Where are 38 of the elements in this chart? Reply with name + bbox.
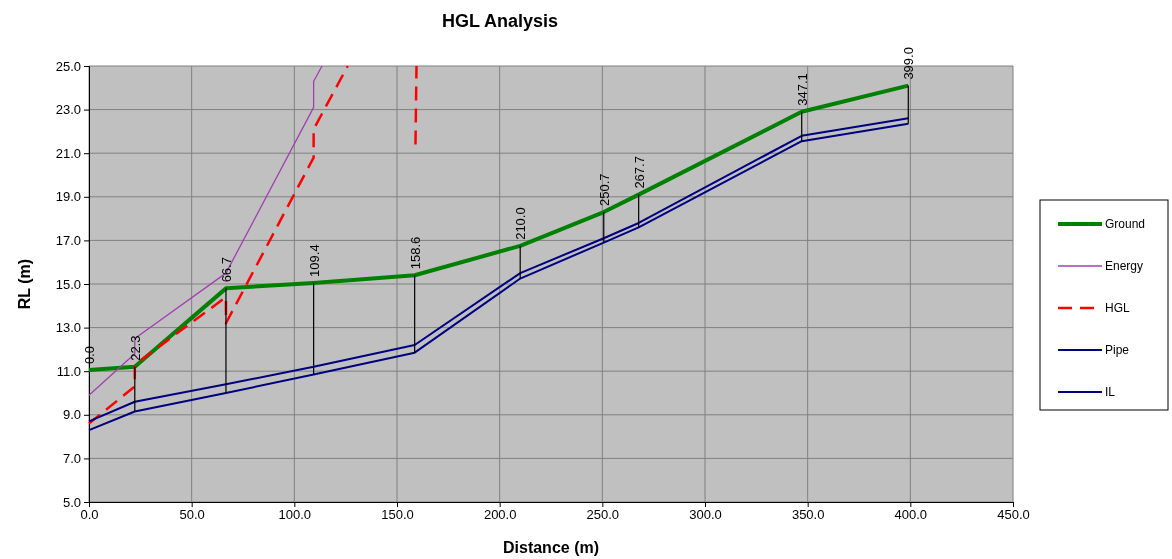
x-tick-label: 450.0 (997, 507, 1030, 523)
x-tick-label: 400.0 (894, 507, 928, 523)
x-tick-label: 0.0 (80, 507, 99, 523)
y-tick-label: 11.0 (56, 363, 81, 379)
y-tick-label: 5.0 (62, 494, 81, 510)
x-tick-label: 100.0 (278, 507, 312, 523)
y-axis-title: RL (m) (16, 258, 33, 310)
x-tick-label: 150.0 (381, 507, 414, 523)
x-tick-label: 300.0 (689, 507, 722, 523)
annotation: 66.7 (218, 257, 234, 283)
x-tick-label: 200.0 (483, 507, 517, 523)
y-tick-label: 23.0 (55, 102, 81, 118)
y-tick-label: 15.0 (55, 276, 81, 292)
annotation: 158.6 (407, 236, 423, 270)
y-tick-label: 13.0 (55, 320, 81, 336)
y-tick-label: 21.0 (55, 145, 81, 161)
x-tick-label: 50.0 (179, 507, 205, 523)
y-tick-label: 7.0 (62, 451, 81, 467)
annotation: 347.1 (794, 73, 810, 106)
annotation: 250.7 (596, 173, 612, 207)
x-tick-label: 350.0 (791, 507, 825, 523)
y-tick-label: 19.0 (55, 189, 81, 205)
legend-label: Energy (1105, 259, 1144, 273)
chart-title: HGL Analysis (441, 11, 559, 31)
legend-label: Ground (1105, 217, 1146, 231)
y-tick-label: 25.0 (55, 58, 81, 74)
annotation: 109.4 (306, 244, 322, 277)
legend-label: IL (1105, 385, 1116, 399)
legend-label: HGL (1105, 301, 1130, 315)
y-tick-label: 17.0 (55, 233, 81, 249)
annotation: 210.0 (513, 207, 529, 240)
annotation: 267.7 (631, 156, 647, 189)
legend-label: Pipe (1105, 343, 1130, 357)
x-axis-title: Distance (m) (502, 539, 600, 556)
annotation: 22.3 (127, 335, 143, 361)
annotation: 399.0 (901, 47, 917, 80)
x-tick-label: 250.0 (586, 507, 620, 523)
y-tick-label: 9.0 (62, 407, 81, 423)
